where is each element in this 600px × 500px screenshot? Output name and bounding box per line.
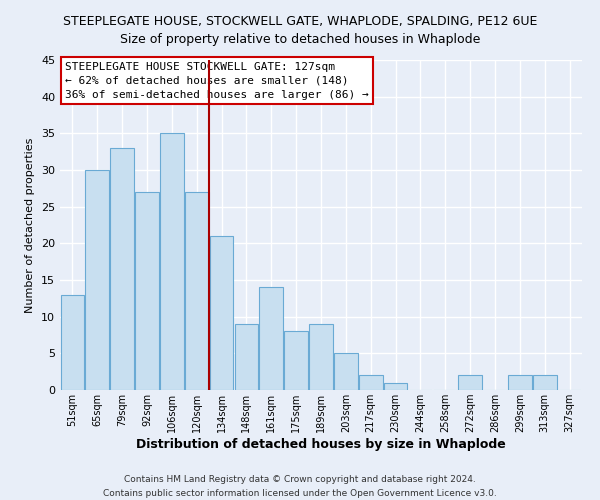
Bar xyxy=(185,192,209,390)
Bar xyxy=(533,376,557,390)
X-axis label: Distribution of detached houses by size in Whaplode: Distribution of detached houses by size … xyxy=(136,438,506,451)
Text: STEEPLEGATE HOUSE STOCKWELL GATE: 127sqm
← 62% of detached houses are smaller (1: STEEPLEGATE HOUSE STOCKWELL GATE: 127sqm… xyxy=(65,62,369,100)
Bar xyxy=(235,324,258,390)
Text: Size of property relative to detached houses in Whaplode: Size of property relative to detached ho… xyxy=(120,32,480,46)
Text: Contains HM Land Registry data © Crown copyright and database right 2024.
Contai: Contains HM Land Registry data © Crown c… xyxy=(103,476,497,498)
Bar xyxy=(458,376,482,390)
Bar xyxy=(61,294,84,390)
Bar xyxy=(259,288,283,390)
Bar xyxy=(85,170,109,390)
Y-axis label: Number of detached properties: Number of detached properties xyxy=(25,138,35,312)
Bar xyxy=(334,354,358,390)
Bar xyxy=(110,148,134,390)
Text: STEEPLEGATE HOUSE, STOCKWELL GATE, WHAPLODE, SPALDING, PE12 6UE: STEEPLEGATE HOUSE, STOCKWELL GATE, WHAPL… xyxy=(63,15,537,28)
Bar xyxy=(160,134,184,390)
Bar xyxy=(210,236,233,390)
Bar xyxy=(135,192,159,390)
Bar xyxy=(309,324,333,390)
Bar xyxy=(508,376,532,390)
Bar xyxy=(384,382,407,390)
Bar xyxy=(359,376,383,390)
Bar xyxy=(284,332,308,390)
